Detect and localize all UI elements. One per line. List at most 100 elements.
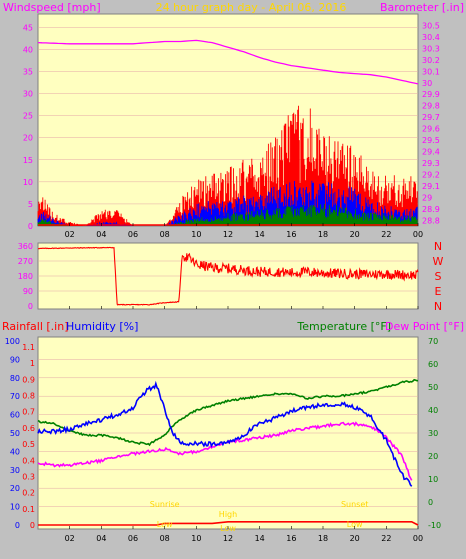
sun-annotation-label: Low xyxy=(157,520,173,529)
x-tick-label: 20 xyxy=(350,230,360,239)
temperature-tick-label: 40 xyxy=(428,406,438,415)
temperature-tick-label: 70 xyxy=(428,337,438,346)
direction-tick-label: 180 xyxy=(18,272,33,281)
barometer-tick-label: 29 xyxy=(422,193,432,202)
compass-label: W xyxy=(433,255,444,268)
humidity-chart-group: 010203040506070809010000.10.20.30.40.50.… xyxy=(5,337,441,543)
humidity-tick-label: 50 xyxy=(10,429,20,438)
temperature-tick-label: 50 xyxy=(428,383,438,392)
barometer-axis-title: Barometer [.in] xyxy=(380,1,464,14)
x-tick-label: 08 xyxy=(160,230,170,239)
barometer-tick-label: 29.5 xyxy=(422,136,440,145)
direction-tick-label: 360 xyxy=(18,242,33,251)
rainfall-tick-label: 0.1 xyxy=(22,505,35,514)
rainfall-tick-label: 0.3 xyxy=(22,472,35,481)
x-tick-label: 04 xyxy=(96,230,106,239)
wind-tick-label: 30 xyxy=(23,90,33,99)
x-tick-label: 16 xyxy=(286,534,296,543)
rainfall-tick-label: 1 xyxy=(30,359,35,368)
rainfall-tick-label: 0 xyxy=(30,521,35,530)
dewpoint-axis-title: Dew Point [°F] xyxy=(385,320,464,333)
wind-tick-label: 25 xyxy=(23,112,33,121)
rainfall-tick-label: 0.6 xyxy=(22,424,35,433)
compass-label: E xyxy=(435,285,442,298)
rainfall-tick-label: 1.1 xyxy=(22,343,35,352)
direction-tick-label: 270 xyxy=(18,257,33,266)
humidity-tick-label: 30 xyxy=(10,466,20,475)
x-tick-label: 22 xyxy=(381,230,391,239)
barometer-tick-label: 30.5 xyxy=(422,21,440,30)
rainfall-tick-label: 0.4 xyxy=(22,456,35,465)
wind-tick-label: 20 xyxy=(23,134,33,143)
temperature-tick-label: 0 xyxy=(428,498,433,507)
barometer-tick-label: 29.9 xyxy=(422,90,440,99)
x-tick-label: 00 xyxy=(413,230,423,239)
direction-tick-label: 90 xyxy=(23,287,33,296)
x-tick-label: 04 xyxy=(96,534,106,543)
x-tick-label: 14 xyxy=(255,534,265,543)
x-tick-label: 18 xyxy=(318,230,328,239)
graph-title: 24 hour graph day - April 06, 2016 xyxy=(156,1,347,14)
compass-label: N xyxy=(434,240,442,253)
windspeed-axis-title: Windspeed [mph] xyxy=(3,1,101,14)
x-tick-label: 02 xyxy=(65,534,75,543)
x-tick-label: 22 xyxy=(381,534,391,543)
x-tick-label: 12 xyxy=(223,230,233,239)
rainfall-tick-label: 0.7 xyxy=(22,408,35,417)
barometer-line xyxy=(37,39,419,85)
barometer-tick-label: 29.4 xyxy=(422,148,440,157)
wind-tick-label: 40 xyxy=(23,45,33,54)
humidity-tick-label: 0 xyxy=(15,521,20,530)
rainfall-tick-label: 0.8 xyxy=(22,392,35,401)
rainfall-line xyxy=(38,521,419,526)
x-tick-label: 14 xyxy=(255,230,265,239)
humidity-tick-label: 20 xyxy=(10,484,20,493)
x-tick-label: 02 xyxy=(65,230,75,239)
barometer-tick-label: 29.7 xyxy=(422,113,440,122)
x-tick-label: 18 xyxy=(318,534,328,543)
sun-annotation-label: High xyxy=(219,510,237,519)
barometer-tick-label: 29.8 xyxy=(422,102,440,111)
barometer-tick-label: 29.6 xyxy=(422,125,440,134)
humidity-tick-label: 40 xyxy=(10,447,20,456)
x-tick-label: 16 xyxy=(286,230,296,239)
barometer-tick-label: 29.2 xyxy=(422,170,440,179)
temperature-tick-label: -10 xyxy=(428,521,441,530)
rainfall-tick-label: 0.2 xyxy=(22,489,35,498)
wind-tick-label: 10 xyxy=(23,178,33,187)
barometer-tick-label: 29.1 xyxy=(422,182,440,191)
rainfall-tick-label: 0.9 xyxy=(22,375,35,384)
compass-label: N xyxy=(434,300,442,313)
barometer-tick-label: 30.2 xyxy=(422,56,440,65)
sun-annotation-label: Sunset xyxy=(341,500,368,509)
sun-annotation-label: Low xyxy=(347,520,363,529)
barometer-tick-label: 28.8 xyxy=(422,216,440,225)
x-tick-label: 10 xyxy=(191,534,201,543)
rainfall-tick-label: 0.5 xyxy=(22,440,35,449)
humidity-tick-label: 100 xyxy=(5,337,20,346)
x-tick-label: 12 xyxy=(223,534,233,543)
rainfall-axis-title: Rainfall [.in] xyxy=(2,320,69,333)
wind-chart-group: 0 5 10 15 20 25 30 35 40 45 28.8 28.9 29 29.1 29.2 29.3… xyxy=(23,21,440,239)
temperature-tick-label: 10 xyxy=(428,475,438,484)
wind-tick-label: 35 xyxy=(23,67,33,76)
humidity-tick-label: 70 xyxy=(10,392,20,401)
temperature-tick-label: 20 xyxy=(428,452,438,461)
x-tick-label: 08 xyxy=(160,534,170,543)
wind-tick-label: 5 xyxy=(28,200,33,209)
wind-tick-label: 15 xyxy=(23,156,33,165)
x-tick-label: 06 xyxy=(128,534,138,543)
temperature-tick-label: 60 xyxy=(428,360,438,369)
humidity-line xyxy=(37,380,413,487)
barometer-tick-label: 30.1 xyxy=(422,67,440,76)
temperature-tick-label: 30 xyxy=(428,429,438,438)
direction-tick-label: 0 xyxy=(28,302,33,311)
compass-label: S xyxy=(435,270,442,283)
barometer-tick-label: 29.3 xyxy=(422,159,440,168)
humidity-tick-label: 90 xyxy=(10,355,20,364)
barometer-tick-label: 30.3 xyxy=(422,44,440,53)
sun-annotation-label: Sunrise xyxy=(150,500,180,509)
